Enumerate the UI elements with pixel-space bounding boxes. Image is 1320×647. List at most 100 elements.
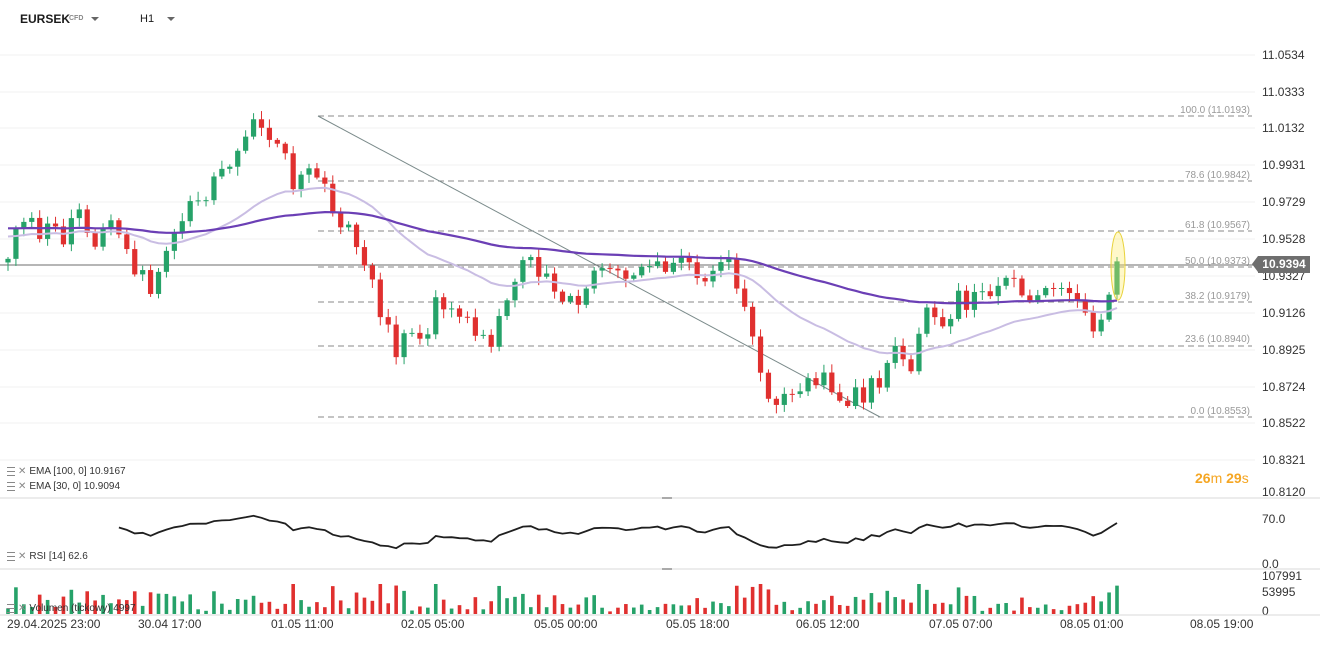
volume-bar <box>473 597 478 614</box>
candle <box>13 225 19 266</box>
volume-bar <box>917 584 921 614</box>
fib-label-78-6: 78.6 (10.9842) <box>1185 170 1250 181</box>
volume-bar <box>410 610 414 614</box>
close-icon[interactable]: ✕ <box>18 550 27 562</box>
candle <box>678 248 684 271</box>
volume-bar <box>909 602 913 614</box>
volume-bar <box>394 585 398 614</box>
fibonacci-levels[interactable] <box>318 115 1252 418</box>
candle <box>282 141 288 160</box>
volume-bar <box>1059 610 1064 614</box>
volume-bar <box>727 606 731 614</box>
volume-bar <box>1028 607 1032 614</box>
volume-bar <box>77 602 82 614</box>
menu-icon[interactable] <box>7 552 15 561</box>
ema30-legend[interactable]: ✕ EMA [30, 0] 10.9094 <box>7 481 120 492</box>
timeframe-dropdown-icon[interactable] <box>167 17 175 21</box>
volume-bar <box>925 589 929 614</box>
candle <box>845 396 851 408</box>
volume-bar <box>964 595 969 614</box>
candle <box>227 164 233 174</box>
candle <box>623 267 629 288</box>
volume-bar <box>457 605 462 614</box>
volume-bar <box>53 606 58 614</box>
volume-bar <box>1099 601 1103 614</box>
candle <box>132 240 138 277</box>
volume-bar <box>1051 609 1056 614</box>
fibonacci-trend-line[interactable] <box>317 115 881 418</box>
time-tick: 29.04.2025 23:00 <box>7 617 101 631</box>
volume-bar <box>822 600 826 614</box>
volume-bar <box>1091 596 1096 614</box>
volume-bar <box>307 606 311 614</box>
timer-seconds: 29 <box>1226 470 1242 486</box>
volume-bar <box>481 609 486 614</box>
candle <box>829 364 835 395</box>
volume-bar <box>647 609 652 614</box>
candle <box>243 130 249 154</box>
volume-bar <box>418 606 422 614</box>
menu-icon[interactable] <box>7 482 15 491</box>
volume-bar <box>1043 604 1048 614</box>
price-tick: 10.9126 <box>1262 306 1306 320</box>
volume-bar <box>132 591 137 614</box>
candle <box>599 263 605 278</box>
volume-bar <box>354 592 359 614</box>
menu-icon[interactable] <box>7 604 15 613</box>
menu-icon[interactable] <box>7 467 15 476</box>
volume-bar <box>212 591 216 614</box>
symbol-dropdown-icon[interactable] <box>91 17 99 21</box>
volume-bar <box>719 603 723 614</box>
rsi-tick: 0.0 <box>1262 557 1279 571</box>
volume-bar <box>1020 597 1024 614</box>
close-icon[interactable]: ✕ <box>18 480 27 492</box>
time-tick: 30.04 17:00 <box>138 617 202 631</box>
candle <box>361 240 368 271</box>
candle <box>559 289 566 305</box>
candle <box>385 308 391 333</box>
volume-bar <box>259 602 264 614</box>
volume-bar <box>291 584 295 614</box>
volume-bar <box>489 601 494 614</box>
candle <box>995 277 1001 305</box>
volume-bar <box>758 584 763 614</box>
candle <box>37 210 43 243</box>
volume-legend[interactable]: ✕ Volumen (tickowy) 4997 <box>7 603 136 614</box>
candle <box>76 203 82 227</box>
volume-bar <box>1107 592 1111 614</box>
candle-countdown-timer: 26m 29s <box>1195 470 1249 486</box>
volume-bar <box>687 605 692 614</box>
close-icon[interactable]: ✕ <box>18 465 27 477</box>
volume-bar <box>93 600 97 614</box>
candle <box>496 308 502 352</box>
candle <box>742 279 748 312</box>
timeframe-selector[interactable]: H1 <box>140 13 155 25</box>
volume-bar <box>798 607 802 614</box>
ema30-legend-label: EMA [30, 0] 10.9094 <box>29 481 121 492</box>
volume-bar <box>14 587 18 614</box>
close-icon[interactable]: ✕ <box>18 602 27 614</box>
volume-bar <box>624 604 628 614</box>
candle <box>298 171 304 198</box>
volume-bar <box>188 594 192 614</box>
ema100-legend-label: EMA [100, 0] 10.9167 <box>29 466 126 477</box>
candle <box>353 222 360 255</box>
volume-bar <box>338 600 343 614</box>
ema100-legend[interactable]: ✕ EMA [100, 0] 10.9167 <box>7 466 126 477</box>
rsi-legend[interactable]: ✕ RSI [14] 62.6 <box>7 551 88 562</box>
candle <box>488 329 494 353</box>
candle <box>884 360 890 392</box>
time-axis: 29.04.2025 23:00 30.04 17:00 01.05 11:00… <box>7 617 1254 631</box>
volume-bar <box>790 610 795 614</box>
symbol-selector[interactable]: EURSEK <box>20 12 71 26</box>
volume-bar <box>576 604 581 614</box>
volume-bar <box>85 591 90 614</box>
volume-bar <box>330 586 335 614</box>
volume-bar <box>1004 603 1008 614</box>
volume-bar <box>806 601 810 614</box>
volume-bar <box>497 585 501 614</box>
highlight-ellipse[interactable] <box>1110 231 1126 301</box>
candle <box>750 302 756 345</box>
price-tick: 11.0534 <box>1262 48 1305 62</box>
